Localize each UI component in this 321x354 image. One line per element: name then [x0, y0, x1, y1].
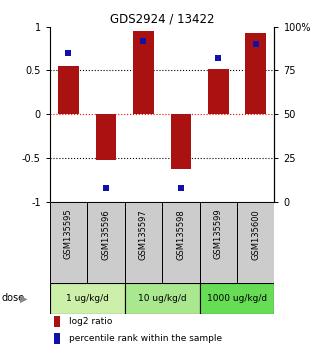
Point — [253, 41, 258, 47]
Bar — [208, 69, 229, 114]
Text: dose: dose — [2, 293, 25, 303]
Bar — [87, 202, 125, 283]
Text: GSM135598: GSM135598 — [176, 209, 185, 259]
Bar — [125, 202, 162, 283]
Bar — [50, 283, 125, 314]
Point — [103, 185, 108, 191]
Bar — [54, 316, 60, 327]
Bar — [200, 202, 237, 283]
Bar — [125, 283, 200, 314]
Bar — [200, 283, 274, 314]
Bar — [50, 202, 87, 283]
Text: 1 ug/kg/d: 1 ug/kg/d — [66, 294, 108, 303]
Point — [216, 55, 221, 61]
Bar — [133, 31, 154, 114]
Text: GSM135599: GSM135599 — [214, 209, 223, 259]
Bar — [96, 114, 116, 160]
Bar — [54, 333, 60, 344]
Bar — [237, 202, 274, 283]
Point — [141, 38, 146, 44]
Text: GSM135595: GSM135595 — [64, 209, 73, 259]
Bar — [58, 66, 79, 114]
Text: ▶: ▶ — [20, 293, 27, 303]
Point — [178, 185, 183, 191]
Text: 10 ug/kg/d: 10 ug/kg/d — [138, 294, 187, 303]
Text: GSM135597: GSM135597 — [139, 209, 148, 259]
Bar — [170, 114, 191, 169]
Text: GSM135596: GSM135596 — [101, 209, 110, 259]
Text: percentile rank within the sample: percentile rank within the sample — [69, 334, 222, 343]
Text: 1000 ug/kg/d: 1000 ug/kg/d — [207, 294, 267, 303]
Bar — [162, 202, 200, 283]
Text: log2 ratio: log2 ratio — [69, 317, 112, 326]
Point — [66, 50, 71, 56]
Bar — [246, 33, 266, 114]
Text: GSM135600: GSM135600 — [251, 209, 260, 259]
Title: GDS2924 / 13422: GDS2924 / 13422 — [110, 12, 214, 25]
